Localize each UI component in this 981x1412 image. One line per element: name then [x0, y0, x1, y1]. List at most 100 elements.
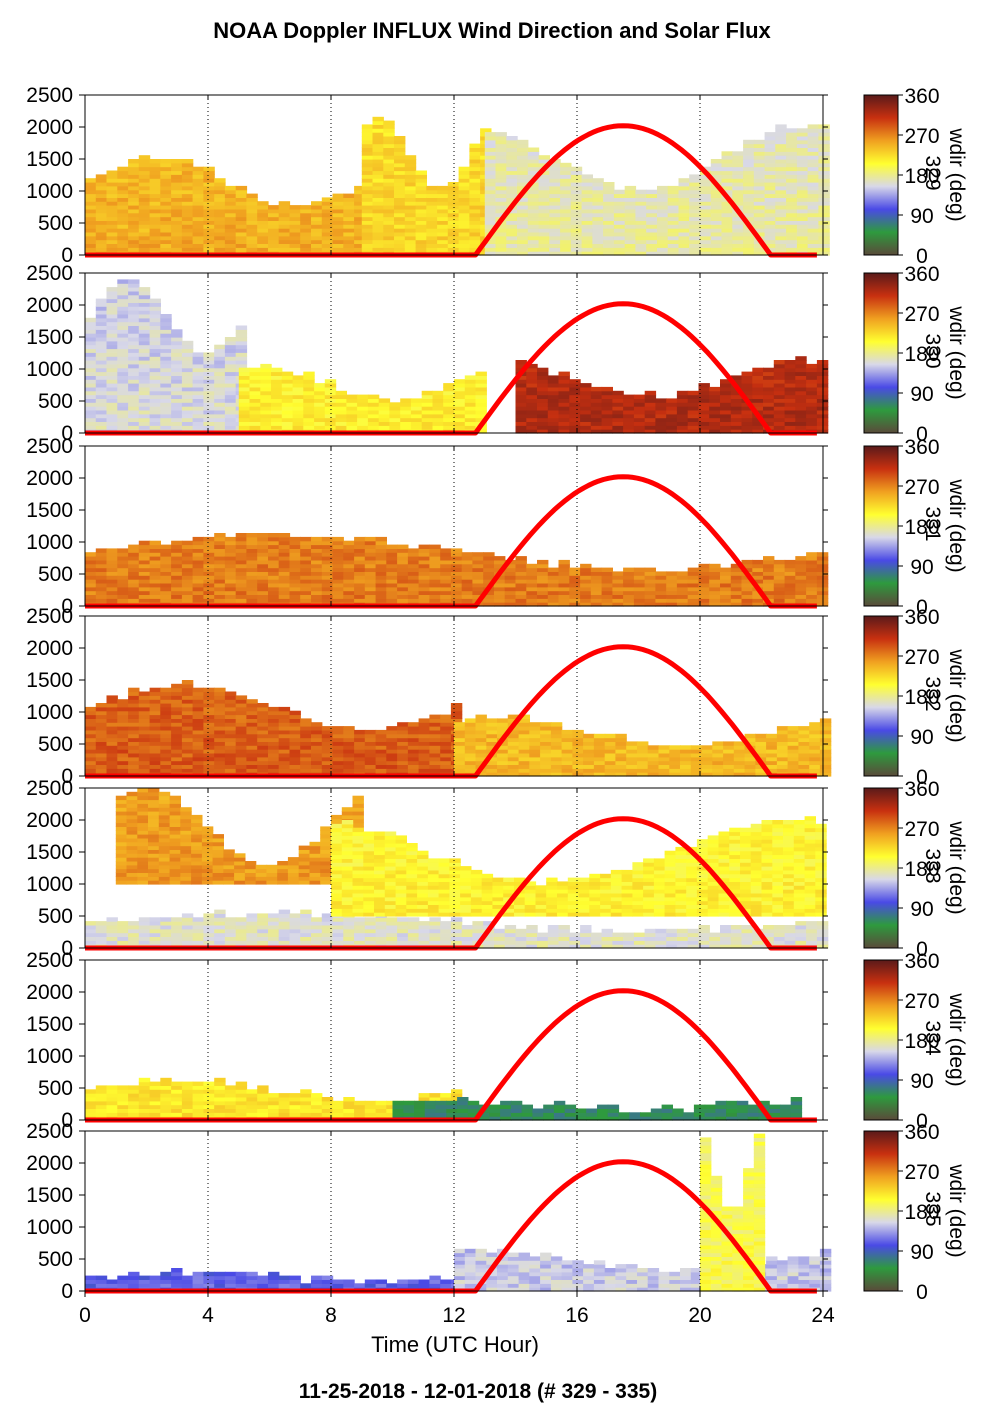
heatmap-cell — [518, 764, 530, 769]
heatmap-cell — [321, 243, 334, 248]
heatmap-cell — [613, 189, 626, 195]
heatmap-cell — [549, 243, 561, 248]
heatmap-cell — [426, 224, 438, 229]
heatmap-cell — [689, 243, 701, 248]
heatmap-cell — [354, 201, 366, 206]
heatmap-cell — [400, 417, 412, 422]
heatmap-cell — [592, 216, 604, 221]
heatmap-cell — [450, 710, 463, 716]
heatmap-cell — [95, 760, 108, 765]
heatmap-cell — [700, 212, 712, 218]
heatmap-cell — [529, 749, 541, 754]
heatmap-cell — [95, 563, 108, 569]
heatmap-cell — [818, 205, 830, 210]
heatmap-cell — [766, 764, 778, 769]
heatmap-cell — [687, 417, 700, 422]
heatmap-cell — [361, 151, 374, 156]
heatmap-cell — [117, 287, 129, 292]
heatmap-cell — [192, 764, 204, 769]
heatmap-cell — [300, 563, 312, 569]
heatmap-cell — [95, 729, 108, 735]
heatmap-cell — [644, 598, 656, 603]
heatmap-cell — [669, 756, 681, 762]
heatmap-cell — [667, 220, 680, 225]
heatmap-cell — [246, 714, 258, 719]
heatmap-cell — [786, 166, 798, 172]
heatmap-cell — [795, 421, 807, 426]
heatmap-cell — [361, 197, 374, 202]
heatmap-cell — [95, 714, 108, 719]
heatmap-cell — [214, 247, 226, 252]
heatmap-cell — [569, 602, 581, 607]
heatmap-cell — [570, 247, 583, 252]
heatmap-cell — [592, 178, 604, 183]
heatmap-cell — [646, 197, 658, 202]
heatmap-cell — [581, 220, 593, 225]
heatmap-cell — [752, 371, 764, 376]
heatmap-cell — [721, 243, 733, 248]
heatmap-cell — [507, 760, 520, 765]
heatmap-cell — [698, 575, 710, 580]
heatmap-cell — [613, 247, 626, 252]
heatmap-cell — [807, 182, 819, 187]
heatmap-cell — [257, 586, 269, 592]
heatmap-cell — [486, 726, 498, 731]
heatmap-cell — [454, 737, 466, 742]
heatmap-cell — [361, 205, 374, 210]
heatmap-cell — [160, 352, 172, 357]
heatmap-cell — [257, 598, 269, 603]
heatmap-cell — [647, 756, 660, 762]
heatmap-cell — [464, 386, 477, 392]
heatmap-cell — [289, 212, 301, 218]
heatmap-cell — [415, 193, 427, 198]
heatmap-cell — [404, 201, 417, 206]
heatmap-cell — [117, 193, 129, 198]
heatmap-cell — [149, 314, 161, 319]
heatmap-cell — [257, 208, 269, 214]
heatmap-cell — [192, 714, 204, 719]
heatmap-cell — [383, 235, 395, 241]
heatmap-cell — [807, 139, 819, 145]
heatmap-cell — [117, 548, 129, 553]
heatmap-cell — [361, 139, 374, 145]
heatmap-cell — [128, 360, 140, 365]
heatmap-cell — [603, 208, 615, 214]
heatmap-cell — [603, 197, 615, 202]
heatmap-cell — [415, 220, 427, 225]
heatmap-cell — [744, 764, 756, 769]
heatmap-cell — [786, 208, 798, 214]
heatmap-cell — [85, 375, 97, 380]
heatmap-cell — [732, 185, 744, 191]
heatmap-cell — [593, 737, 606, 742]
heatmap-cell — [429, 583, 441, 588]
heatmap-cell — [235, 722, 248, 727]
heatmap-cell — [85, 567, 97, 572]
heatmap-cell — [450, 571, 463, 576]
heatmap-cell — [117, 579, 129, 584]
heatmap-cell — [214, 571, 226, 576]
heatmap-cell — [796, 136, 809, 141]
heatmap-cell — [666, 602, 678, 607]
heatmap-cell — [117, 379, 129, 384]
heatmap-cell — [278, 594, 291, 599]
heatmap-cell — [397, 583, 409, 588]
heatmap-cell — [458, 212, 470, 218]
heatmap-cell — [700, 220, 712, 225]
heatmap-cell — [149, 726, 161, 731]
heatmap-cell — [687, 590, 700, 595]
heatmap-cell — [730, 398, 743, 403]
heatmap-cell — [669, 768, 681, 773]
heatmap-cell — [786, 201, 798, 206]
heatmap-cell — [572, 760, 584, 765]
heatmap-cell — [469, 235, 481, 241]
heatmap-cell — [214, 575, 226, 580]
heatmap-cell — [292, 383, 304, 388]
heatmap-cell — [117, 718, 129, 723]
heatmap-cell — [698, 394, 710, 399]
y-tick-label: 0 — [61, 244, 73, 267]
heatmap-cell — [171, 329, 183, 334]
heatmap-cell — [764, 155, 776, 160]
heatmap-cell — [354, 544, 366, 549]
heatmap-cell — [570, 232, 583, 237]
